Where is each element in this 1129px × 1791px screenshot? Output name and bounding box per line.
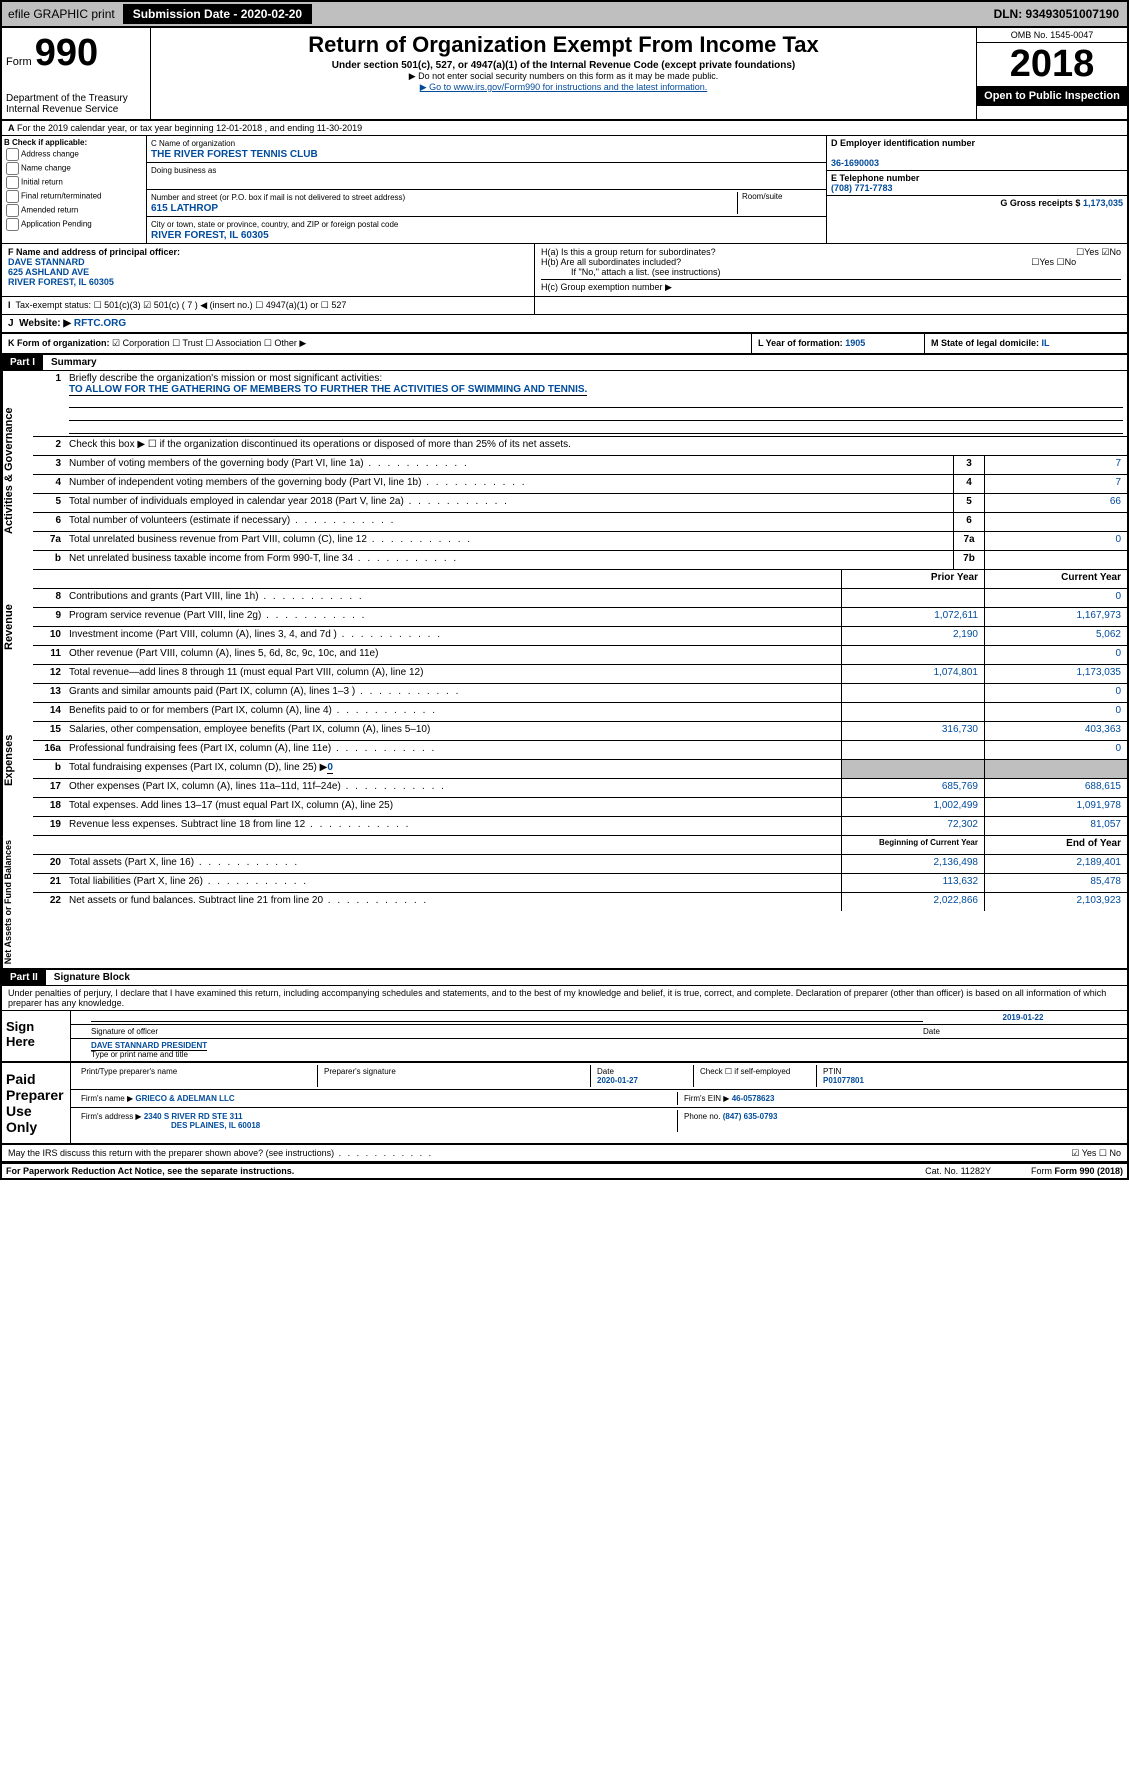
part1-header: Part ISummary: [2, 355, 1127, 371]
top-bar: efile GRAPHIC print Submission Date - 20…: [2, 2, 1127, 28]
section-l: L Year of formation: 1905: [751, 334, 924, 353]
val-c13: 0: [984, 684, 1127, 702]
section-f: F Name and address of principal officer:…: [2, 244, 535, 296]
val-c15: 403,363: [984, 722, 1127, 740]
sign-here: Sign Here: [2, 1011, 71, 1061]
val-c11: 0: [984, 646, 1127, 664]
val-7b: [984, 551, 1127, 569]
form-link[interactable]: ▶ Go to www.irs.gov/Form990 for instruct…: [420, 82, 708, 92]
section-m: M State of legal domicile: IL: [924, 334, 1127, 353]
firm-ein: 46-0578623: [732, 1094, 775, 1103]
chk-initial[interactable]: [6, 176, 19, 189]
chk-final[interactable]: [6, 190, 19, 203]
val-c16a: 0: [984, 741, 1127, 759]
vlabel-expenses: Expenses: [2, 684, 33, 836]
section-b: B Check if applicable: Address change Na…: [2, 136, 147, 243]
val-7a: 0: [984, 532, 1127, 550]
chk-amended[interactable]: [6, 204, 19, 217]
gross-receipts: 1,173,035: [1083, 198, 1123, 208]
val-3: 7: [984, 456, 1127, 474]
section-k: K Form of organization: ☑ Corporation ☐ …: [2, 334, 751, 353]
website[interactable]: RFTC.ORG: [74, 318, 126, 329]
val-c12: 1,173,035: [984, 665, 1127, 683]
paid-preparer: Paid Preparer Use Only: [2, 1063, 71, 1143]
val-c18: 1,091,978: [984, 798, 1127, 816]
section-c: C Name of organizationTHE RIVER FOREST T…: [147, 136, 827, 243]
chk-address[interactable]: [6, 148, 19, 161]
val-c17: 688,615: [984, 779, 1127, 797]
val-c10: 5,062: [984, 627, 1127, 645]
val-4: 7: [984, 475, 1127, 493]
val-5: 66: [984, 494, 1127, 512]
firm-phone: (847) 635-0793: [723, 1112, 778, 1121]
form-subtitle: Under section 501(c), 527, or 4947(a)(1)…: [155, 60, 972, 71]
val-c20: 2,189,401: [984, 855, 1127, 873]
mission: TO ALLOW FOR THE GATHERING OF MEMBERS TO…: [69, 384, 587, 396]
part2-header: Part IISignature Block: [2, 970, 1127, 986]
dln-label: DLN: 93493051007190: [994, 7, 1125, 21]
open-public: Open to Public Inspection: [977, 86, 1127, 106]
submission-btn[interactable]: Submission Date - 2020-02-20: [123, 4, 312, 24]
form-number: 990: [35, 32, 98, 74]
vlabel-revenue: Revenue: [2, 570, 33, 684]
omb-label: OMB No. 1545-0047: [977, 28, 1127, 43]
val-c21: 85,478: [984, 874, 1127, 892]
val-c9: 1,167,973: [984, 608, 1127, 626]
ein: 36-1690003: [831, 158, 879, 168]
chk-name[interactable]: [6, 162, 19, 175]
val-c19: 81,057: [984, 817, 1127, 835]
vlabel-net: Net Assets or Fund Balances: [2, 836, 33, 968]
org-address: 615 LATHROP: [151, 203, 218, 214]
ptin: P01077801: [823, 1076, 864, 1085]
sig-declaration: Under penalties of perjury, I declare th…: [2, 986, 1127, 1011]
org-city: RIVER FOREST, IL 60305: [151, 230, 269, 241]
vlabel-activities: Activities & Governance: [2, 371, 33, 570]
firm-name: GRIECO & ADELMAN LLC: [135, 1094, 234, 1103]
form-title: Return of Organization Exempt From Incom…: [155, 32, 972, 58]
form-label: Form: [6, 56, 32, 68]
chk-pending[interactable]: [6, 218, 19, 231]
val-c14: 0: [984, 703, 1127, 721]
form-header: Form 990 Department of the Treasury Inte…: [2, 28, 1127, 121]
section-h: H(a) Is this a group return for subordin…: [535, 244, 1127, 296]
form-note1: ▶ Do not enter social security numbers o…: [155, 71, 972, 82]
val-c22: 2,103,923: [984, 893, 1127, 911]
org-name: THE RIVER FOREST TENNIS CLUB: [151, 149, 318, 160]
phone: (708) 771-7783: [831, 183, 893, 193]
footer: For Paperwork Reduction Act Notice, see …: [2, 1163, 1127, 1178]
line-a: A For the 2019 calendar year, or tax yea…: [2, 121, 1127, 136]
val-c8: 0: [984, 589, 1127, 607]
dept-label: Department of the Treasury Internal Reve…: [6, 93, 146, 115]
tax-year: 2018: [977, 43, 1127, 86]
val-6: [984, 513, 1127, 531]
efile-label: efile GRAPHIC print: [4, 5, 119, 23]
